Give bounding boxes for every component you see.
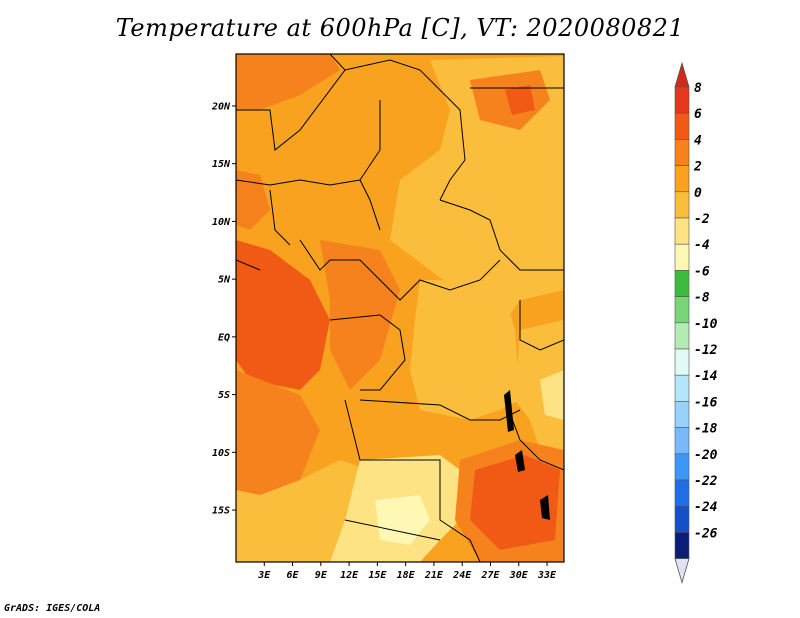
colorbar-swatch — [674, 112, 690, 140]
credit-text: GrADS: IGES/COLA — [4, 603, 101, 614]
field-4-6-northwest — [236, 54, 340, 110]
longitude-axis: 3E 6E 9E 12E 15E 18E 21E 24E 27E 30E 33E — [257, 562, 557, 581]
lon-tick-label: 6E — [287, 570, 300, 581]
lon-tick-label: 9E — [315, 570, 328, 581]
colorbar-label: -6 — [694, 264, 710, 279]
colorbar-label: -8 — [694, 291, 710, 306]
colorbar-swatch — [674, 374, 690, 402]
field-minus4-minus2-core — [375, 495, 430, 545]
lon-tick-label: 3E — [257, 570, 271, 581]
lat-tick-label: 10N — [212, 217, 231, 228]
map-frame — [235, 53, 565, 563]
colorbar-label: -26 — [694, 526, 718, 541]
colorbar-swatch — [674, 243, 690, 271]
field-4-6-west — [236, 170, 270, 230]
lat-tick-label: 5N — [218, 275, 231, 286]
colorbar-swatch — [674, 165, 690, 193]
colorbar-top-arrow — [674, 61, 690, 88]
colorbar-label: -16 — [694, 395, 718, 410]
lon-tick-label: 24E — [452, 570, 472, 581]
colorbar-label: 0 — [694, 186, 702, 201]
lat-tick-label: 5S — [218, 390, 230, 401]
colorbar-swatch — [674, 270, 690, 297]
lon-tick-label: 30E — [509, 570, 529, 581]
field-6-8-southeast — [470, 455, 560, 550]
colorbar-swatch — [674, 401, 690, 428]
colorbar-bottom-arrow — [674, 558, 690, 585]
colorbar-swatch — [674, 191, 690, 219]
lon-tick-label: 33E — [537, 570, 557, 581]
colorbar-label: -24 — [694, 500, 718, 515]
colorbar-swatch — [674, 505, 690, 533]
lon-tick-label: 27E — [480, 570, 500, 581]
field-4-6-cameroon — [320, 240, 400, 390]
lakes — [504, 390, 550, 520]
colorbar-swatch — [674, 453, 690, 481]
field-4-6-atlantic — [236, 370, 320, 495]
colorbar-label: -12 — [694, 343, 718, 358]
lat-tick-label: 10S — [212, 448, 230, 459]
colorbar-swatch — [674, 139, 690, 166]
lon-tick-label: 15E — [368, 570, 387, 581]
colorbar-label: 2 — [693, 160, 702, 175]
colorbar-label: 6 — [694, 107, 702, 122]
colorbar-swatch — [674, 479, 690, 507]
colorbar-label: -18 — [694, 422, 718, 437]
field-6-8-sudan — [505, 85, 535, 115]
colorbar: 8 6 4 2 0 -2 -4 -6 -8 -10 -12 -14 -16 -18 -20 -22 -24 -26 — [674, 61, 718, 585]
colorbar-swatch — [674, 296, 690, 324]
field-minus2-0-east — [540, 370, 564, 420]
colorbar-label: -4 — [694, 238, 710, 253]
field-0-2-east — [515, 320, 564, 460]
colorbar-swatch — [674, 532, 690, 559]
colorbar-swatch — [674, 322, 690, 350]
temperature-field — [236, 54, 564, 562]
colorbar-label: -22 — [694, 474, 718, 489]
lat-tick-label: EQ — [218, 332, 230, 343]
lat-tick-label: 15S — [212, 506, 230, 517]
field-6-8-gulf — [236, 240, 330, 390]
colorbar-label: 4 — [694, 133, 702, 148]
colorbar-swatch — [674, 427, 690, 455]
lon-tick-label: 12E — [340, 570, 359, 581]
colorbar-label: -2 — [694, 212, 710, 227]
field-0-2-congo-basin — [410, 280, 520, 420]
colorbar-swatch — [674, 217, 690, 245]
colorbar-label: -20 — [694, 448, 718, 463]
lat-tick-label: 15N — [212, 159, 231, 170]
lon-tick-label: 21E — [424, 570, 444, 581]
chart-title: Temperature at 600hPa [C], VT: 202008082… — [115, 14, 685, 42]
colorbar-label: -14 — [694, 369, 718, 384]
colorbar-label: -10 — [694, 317, 718, 332]
colorbar-label: 8 — [694, 81, 702, 96]
lon-tick-label: 18E — [397, 570, 416, 581]
colorbar-swatch — [674, 348, 690, 376]
lat-tick-label: 20N — [211, 101, 231, 112]
colorbar-swatch — [674, 86, 690, 114]
latitude-axis: 20N 15N 10N 5N EQ 5S 10S 15S — [211, 101, 236, 517]
